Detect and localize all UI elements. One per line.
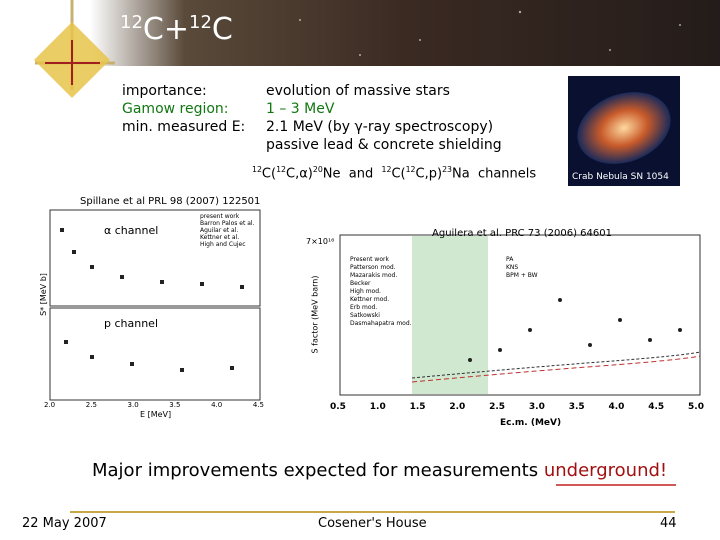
- text: 2.0: [44, 401, 56, 409]
- text: 5.0: [688, 402, 704, 412]
- text: C+: [142, 12, 189, 47]
- label: min. measured E:: [122, 119, 246, 135]
- text: 4.0: [211, 401, 223, 409]
- info-labels: importance: Gamow region: min. measured …: [122, 82, 245, 136]
- right-legend: Present work Patterson mod. Mazarakis mod.…: [350, 256, 412, 328]
- text: PA: [506, 256, 514, 263]
- text: 12: [252, 165, 262, 174]
- text: Aguilar et al.: [200, 227, 239, 234]
- title-band: [90, 0, 720, 66]
- text: C,p): [415, 166, 443, 182]
- text: Satkowski: [350, 312, 380, 319]
- left-y-label: S* [MeV b]: [38, 273, 48, 316]
- left-x-label: E [MeV]: [140, 410, 172, 419]
- text: Kettner et al.: [200, 234, 240, 241]
- text: 4.0: [608, 402, 625, 412]
- label: importance:: [122, 83, 207, 99]
- text: 4.5: [252, 401, 264, 409]
- text: Mazarakis mod.: [350, 272, 398, 279]
- text: Dasmahapatra mod.: [350, 320, 412, 327]
- left-legend: present work Barron Palos et al. Aguilar e…: [200, 213, 254, 248]
- text: Patterson mod.: [350, 264, 396, 271]
- text: 0.5: [330, 402, 346, 412]
- text: 2.0: [449, 402, 466, 412]
- conclusion: Major improvements expected for measurem…: [92, 460, 667, 481]
- text: 2.5: [489, 402, 506, 412]
- text: 3.5: [169, 401, 181, 409]
- value: evolution of massive stars: [266, 83, 450, 99]
- text: Present work: [350, 256, 389, 263]
- alpha-label: α channel: [104, 224, 159, 237]
- image-caption: Crab Nebula SN 1054: [572, 172, 669, 182]
- left-reference: Spillane et al PRL 98 (2007) 122501: [80, 196, 261, 207]
- value: 2.1 MeV (by γ-ray spectroscopy): [266, 119, 494, 135]
- text: Barron Palos et al.: [200, 220, 255, 227]
- right-x-label: Ec.m. (MeV): [500, 418, 562, 428]
- text: C,α): [286, 166, 313, 182]
- text: C(: [391, 166, 406, 182]
- text: 12: [381, 165, 392, 174]
- text: Major improvements expected for measurem…: [92, 460, 539, 481]
- p-label: p channel: [104, 317, 159, 330]
- text: underground!: [543, 460, 668, 481]
- title: 12C+12C: [120, 12, 233, 47]
- left-x-ticks: 2.0 2.5 3.0 3.5 4.0 4.5: [44, 401, 264, 409]
- text: 1.0: [369, 402, 386, 412]
- text: 20: [312, 165, 323, 174]
- value: 1 – 3 MeV: [266, 101, 335, 117]
- value: passive lead & concrete shielding: [266, 137, 502, 153]
- text: 12: [189, 12, 212, 33]
- text: 12: [120, 12, 143, 33]
- text: High and Cujec: [200, 241, 246, 248]
- text: Na: [451, 166, 470, 182]
- text: Erb mod.: [350, 304, 378, 311]
- info-values: evolution of massive stars 1 – 3 MeV 2.1…: [266, 82, 502, 154]
- gamow-region: [412, 236, 488, 394]
- right-legend-curves: PA KNS BPM + BW: [506, 256, 538, 280]
- text: 12: [276, 165, 286, 174]
- right-y-label: S factor (MeV barn): [310, 275, 320, 354]
- text: present work: [200, 213, 240, 220]
- text: 3.0: [127, 401, 139, 409]
- text: C(: [261, 166, 277, 182]
- text: BPM + BW: [506, 272, 538, 279]
- right-x-ticks: 0.5 1.0 1.5 2.0 2.5 3.0 3.5 4.0 4.5 5.0: [330, 402, 704, 412]
- text: and: [348, 166, 374, 182]
- footer-date: 22 May 2007: [22, 516, 107, 531]
- text: 1.5: [409, 402, 426, 412]
- right-frame: [339, 234, 701, 396]
- text: Ne: [322, 166, 341, 182]
- text: High mod.: [350, 288, 381, 295]
- text: 3.5: [568, 402, 585, 412]
- text: 2.5: [85, 401, 97, 409]
- right-reference: Aguilera et al. PRC 73 (2006) 64601: [432, 228, 612, 239]
- text: 4.5: [648, 402, 665, 412]
- footer-page: 44: [660, 516, 677, 531]
- text: KNS: [506, 264, 519, 271]
- right-y-top: 7×10¹⁶: [306, 237, 335, 246]
- text: Kettner mod.: [350, 296, 390, 303]
- text: C: [211, 12, 233, 47]
- label: Gamow region:: [122, 101, 229, 117]
- text: 3.0: [528, 402, 545, 412]
- text: 23: [442, 165, 452, 174]
- channels: 12C(12C,α)20Ne and 12C(12C,p)23Na channe…: [252, 165, 536, 181]
- footer-venue: Cosener's House: [318, 516, 427, 531]
- text: 12: [405, 165, 416, 174]
- text: Becker: [350, 280, 371, 287]
- left-panel-bottom: [49, 307, 261, 401]
- left-panel-top: [49, 209, 261, 307]
- text: channels: [477, 166, 537, 182]
